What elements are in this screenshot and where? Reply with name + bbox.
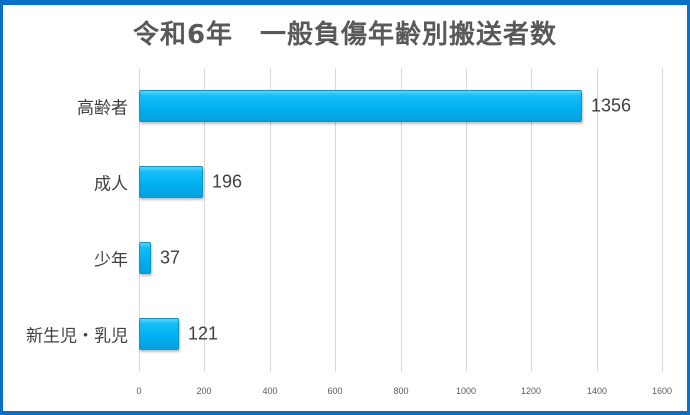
gridline <box>401 68 402 372</box>
category-label: 高齢者 <box>77 98 128 119</box>
gridline <box>662 68 663 372</box>
category-label: 新生児・乳児 <box>26 326 128 347</box>
gridline <box>270 68 271 372</box>
gridline <box>466 68 467 372</box>
chart-title: 令和6年 一般負傷年齢別搬送者数 <box>132 20 558 50</box>
x-tick-label: 600 <box>327 386 343 396</box>
x-tick-label: 800 <box>393 386 409 396</box>
gridline <box>531 68 532 372</box>
gridline <box>335 68 336 372</box>
bar <box>139 166 203 198</box>
gridline <box>597 68 598 372</box>
x-tick-label: 1200 <box>520 386 542 396</box>
bar <box>139 318 179 350</box>
data-label: 1356 <box>591 95 632 116</box>
bar <box>139 90 582 122</box>
data-label: 37 <box>160 247 181 268</box>
x-tick-label: 400 <box>262 386 278 396</box>
data-label: 196 <box>212 171 243 192</box>
x-tick-label: 200 <box>196 386 212 396</box>
data-label: 121 <box>188 323 219 344</box>
bar <box>139 242 151 274</box>
x-tick-label: 1400 <box>586 386 608 396</box>
x-tick-label: 1600 <box>651 386 673 396</box>
gridline <box>139 68 140 372</box>
x-tick-label: 1000 <box>455 386 477 396</box>
gridline <box>204 68 205 372</box>
x-tick-label: 0 <box>136 386 142 396</box>
category-label: 成人 <box>94 174 128 195</box>
category-label: 少年 <box>94 250 128 271</box>
